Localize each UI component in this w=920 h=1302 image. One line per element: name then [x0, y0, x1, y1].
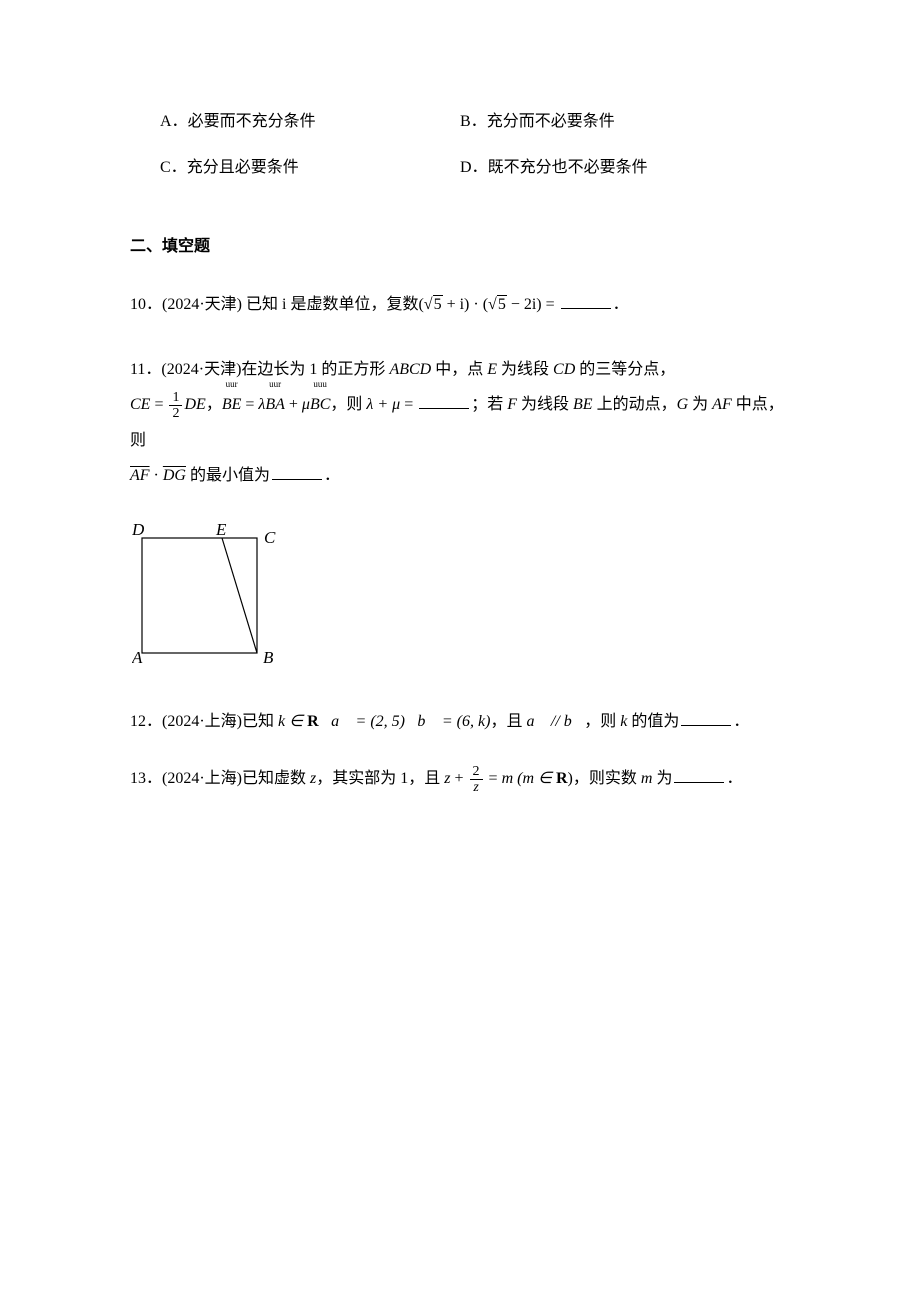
- question-13: 13．(2024·上海)已知虚数 z，其实部为 1，且 z + 2z = m (…: [130, 761, 790, 796]
- q12-blank: [681, 710, 731, 726]
- label-c: C: [264, 528, 276, 547]
- label-d: D: [132, 523, 145, 539]
- q10-pre: 已知 i 是虚数单位，复数: [246, 296, 418, 313]
- options-row-2: C．充分且必要条件 D．既不充分也不必要条件: [130, 156, 790, 180]
- q13-blank: [674, 767, 724, 783]
- option-d: D．既不充分也不必要条件: [460, 156, 790, 180]
- label-e: E: [215, 523, 227, 539]
- q10-number: 10．: [130, 296, 162, 313]
- q13-number: 13．: [130, 770, 162, 787]
- q11-number: 11．: [130, 361, 161, 378]
- q11-blank-2: [272, 464, 322, 480]
- option-b-text: 充分而不必要条件: [487, 113, 615, 130]
- q13-source: (2024·上海): [162, 770, 242, 787]
- q11-figure: D E C A B: [132, 523, 790, 679]
- option-a-label: A．: [160, 113, 188, 130]
- question-12: 12．(2024·上海)已知 k ∈ R，a⃗ = (2, 5)，b⃗ = (6…: [130, 704, 790, 739]
- q13-frac: 2z: [470, 764, 483, 796]
- option-c-text: 充分且必要条件: [187, 159, 299, 176]
- question-11: 11．(2024·天津)在边长为 1 的正方形 ABCD 中，点 E 为线段 C…: [130, 352, 790, 493]
- q10-blank: [561, 293, 611, 309]
- option-d-text: 既不充分也不必要条件: [488, 159, 648, 176]
- q11-abcd: ABCD: [389, 361, 431, 378]
- label-b: B: [263, 648, 274, 667]
- option-b: B．充分而不必要条件: [460, 110, 790, 134]
- option-d-label: D．: [460, 159, 488, 176]
- label-a: A: [132, 648, 143, 667]
- q10-expr: (√5 + i) · (√5 − 2i) =: [418, 295, 558, 313]
- option-a: A．必要而不充分条件: [160, 110, 460, 134]
- q12-source: (2024·上海): [162, 713, 242, 730]
- square-diagram-svg: D E C A B: [132, 523, 282, 671]
- line-be: [222, 538, 257, 653]
- q10-suffix: ．: [613, 296, 629, 313]
- option-b-label: B．: [460, 113, 487, 130]
- q11-frac: 12: [169, 390, 182, 422]
- q10-source: (2024·天津): [162, 296, 242, 313]
- option-c-label: C．: [160, 159, 187, 176]
- section-2-heading: 二、填空题: [130, 235, 790, 259]
- question-10: 10．(2024·天津) 已知 i 是虚数单位，复数(√5 + i) · (√5…: [130, 287, 790, 322]
- option-c: C．充分且必要条件: [160, 156, 460, 180]
- q11-blank-1: [419, 393, 469, 409]
- q12-number: 12．: [130, 713, 162, 730]
- option-a-text: 必要而不充分条件: [188, 113, 316, 130]
- options-row-1: A．必要而不充分条件 B．充分而不必要条件: [130, 110, 790, 134]
